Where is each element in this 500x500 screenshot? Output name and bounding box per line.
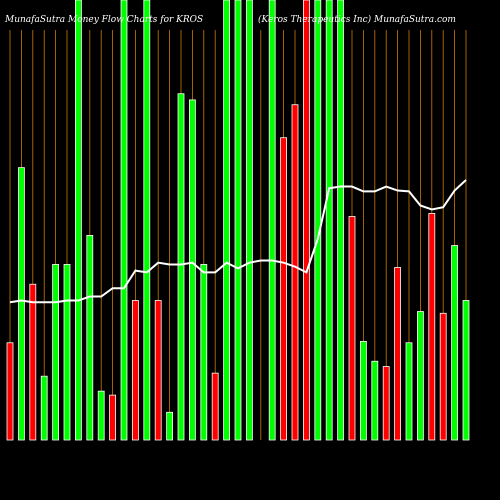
- bar-up: [451, 245, 459, 441]
- bar-down: [439, 312, 447, 441]
- bar-up: [63, 264, 71, 441]
- bar-down: [29, 283, 37, 441]
- bar-down: [291, 104, 299, 441]
- bar-up: [359, 341, 367, 441]
- chart-title-left: MunafaSutra Money Flow Charts for KROS: [4, 15, 203, 25]
- money-flow-line-path: [9, 179, 467, 304]
- bar-up: [52, 264, 59, 441]
- bar-up: [325, 0, 333, 441]
- bar-down: [109, 394, 116, 441]
- bar-down: [348, 216, 356, 441]
- bar-down: [428, 212, 436, 441]
- bar-down: [154, 300, 162, 441]
- bar-up: [245, 0, 253, 441]
- bar-up: [166, 411, 174, 441]
- bar-up: [223, 0, 231, 441]
- bar-up: [405, 342, 413, 441]
- bar-up: [416, 311, 424, 441]
- bar-up: [97, 390, 105, 441]
- bar-down: [280, 137, 288, 441]
- bar-down: [6, 342, 14, 441]
- bar-up: [143, 0, 151, 441]
- bars: [6, 0, 470, 441]
- bar-up: [462, 300, 470, 441]
- bar-up: [234, 0, 242, 441]
- bar-down: [302, 0, 310, 441]
- bar-down: [131, 300, 139, 441]
- money-flow-line: [9, 179, 467, 304]
- bar-up: [17, 167, 25, 441]
- bar-down: [211, 372, 219, 441]
- bar-up: [86, 234, 94, 441]
- bar-down: [382, 366, 390, 441]
- bar-up: [314, 0, 322, 441]
- chart-title-right: (Keros Therapeutics Inc) MunafaSutra.com: [258, 14, 456, 25]
- bar-up: [337, 0, 345, 441]
- bar-down: [394, 267, 402, 441]
- bar-up: [120, 0, 128, 441]
- bar-up: [200, 264, 208, 441]
- bar-up: [371, 360, 379, 441]
- bar-up: [268, 0, 276, 441]
- bar-up: [188, 99, 196, 441]
- bar-up: [40, 375, 48, 441]
- bar-up: [75, 0, 82, 441]
- bar-up: [177, 93, 185, 441]
